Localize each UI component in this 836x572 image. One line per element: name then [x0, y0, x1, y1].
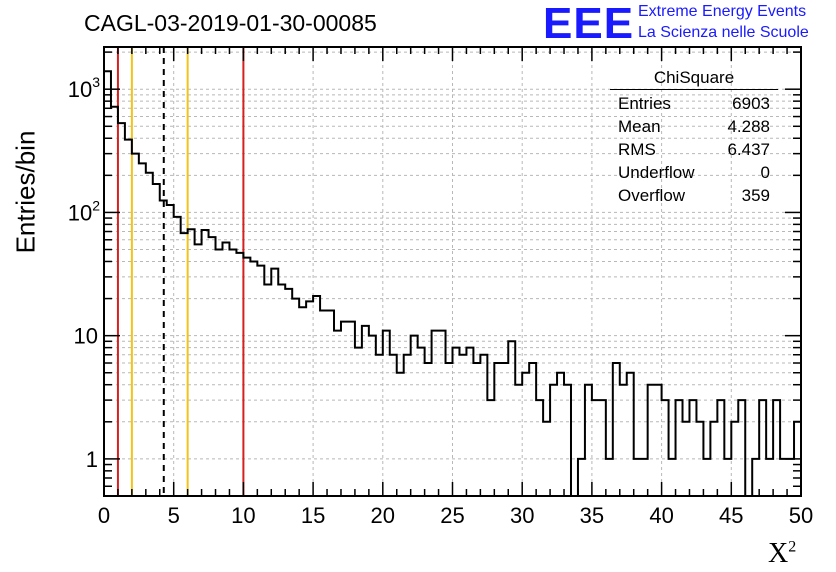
x-tick-label: 25: [440, 503, 464, 528]
chart-title: CAGL-03-2019-01-30-00085: [84, 10, 377, 36]
axis-ticks: [103, 47, 802, 497]
y-tick-label: 102: [68, 197, 100, 225]
stats-label: Mean: [618, 117, 661, 136]
stats-label: RMS: [618, 140, 656, 159]
x-tick-labels: 0 5 10 15 20 25 30 35 40 45 50: [98, 503, 813, 528]
x-tick-label: 40: [649, 503, 673, 528]
stats-label: Entries: [618, 94, 671, 113]
stats-box: ChiSquare Entries 6903 Mean 4.288 RMS 6.437…: [610, 68, 778, 207]
histogram-series: [104, 70, 801, 497]
x-tick-label: 20: [371, 503, 395, 528]
y-tick-label: 103: [68, 74, 100, 102]
stats-row-entries: Entries 6903: [612, 92, 776, 115]
stats-value: 6903: [732, 94, 770, 113]
x-tick-label: 35: [580, 503, 604, 528]
x-axis-label-sup: 2: [788, 538, 797, 556]
stats-value: 0: [760, 163, 770, 182]
x-axis-label-text: X: [768, 538, 789, 569]
y-tick-label: 1: [86, 447, 98, 472]
logo-line-2: La Scienza nelle Scuole: [638, 24, 809, 41]
stats-value: 6.437: [727, 140, 770, 159]
x-tick-label: 50: [789, 503, 813, 528]
x-tick-label: 5: [168, 503, 180, 528]
x-tick-label: 30: [510, 503, 534, 528]
logo-line-1: Extreme Energy Events: [638, 3, 807, 20]
x-tick-label: 0: [98, 503, 110, 528]
stats-row-mean: Mean 4.288: [612, 115, 776, 138]
y-tick-label: 10: [74, 324, 98, 349]
stats-label: Underflow: [618, 163, 695, 182]
stats-label: Overflow: [618, 186, 686, 205]
y-tick-labels: 1 10 102 103: [68, 74, 100, 472]
stats-row-overflow: Overflow 359: [612, 184, 776, 207]
y-axis-label: Entries/bin: [10, 130, 41, 254]
stats-row-rms: RMS 6.437: [612, 138, 776, 161]
x-axis-label: X2: [768, 538, 796, 570]
stats-value: 359: [741, 186, 770, 205]
x-tick-label: 10: [231, 503, 255, 528]
eee-logo: EEE: [543, 0, 635, 48]
x-tick-label: 45: [719, 503, 743, 528]
x-tick-label: 15: [301, 503, 325, 528]
reference-lines: [116, 47, 245, 496]
stats-row-underflow: Underflow 0: [612, 161, 776, 184]
y-axis-label-box: Entries/bin: [6, 112, 46, 272]
stats-value: 4.288: [727, 117, 770, 136]
stats-title: ChiSquare: [610, 68, 778, 90]
